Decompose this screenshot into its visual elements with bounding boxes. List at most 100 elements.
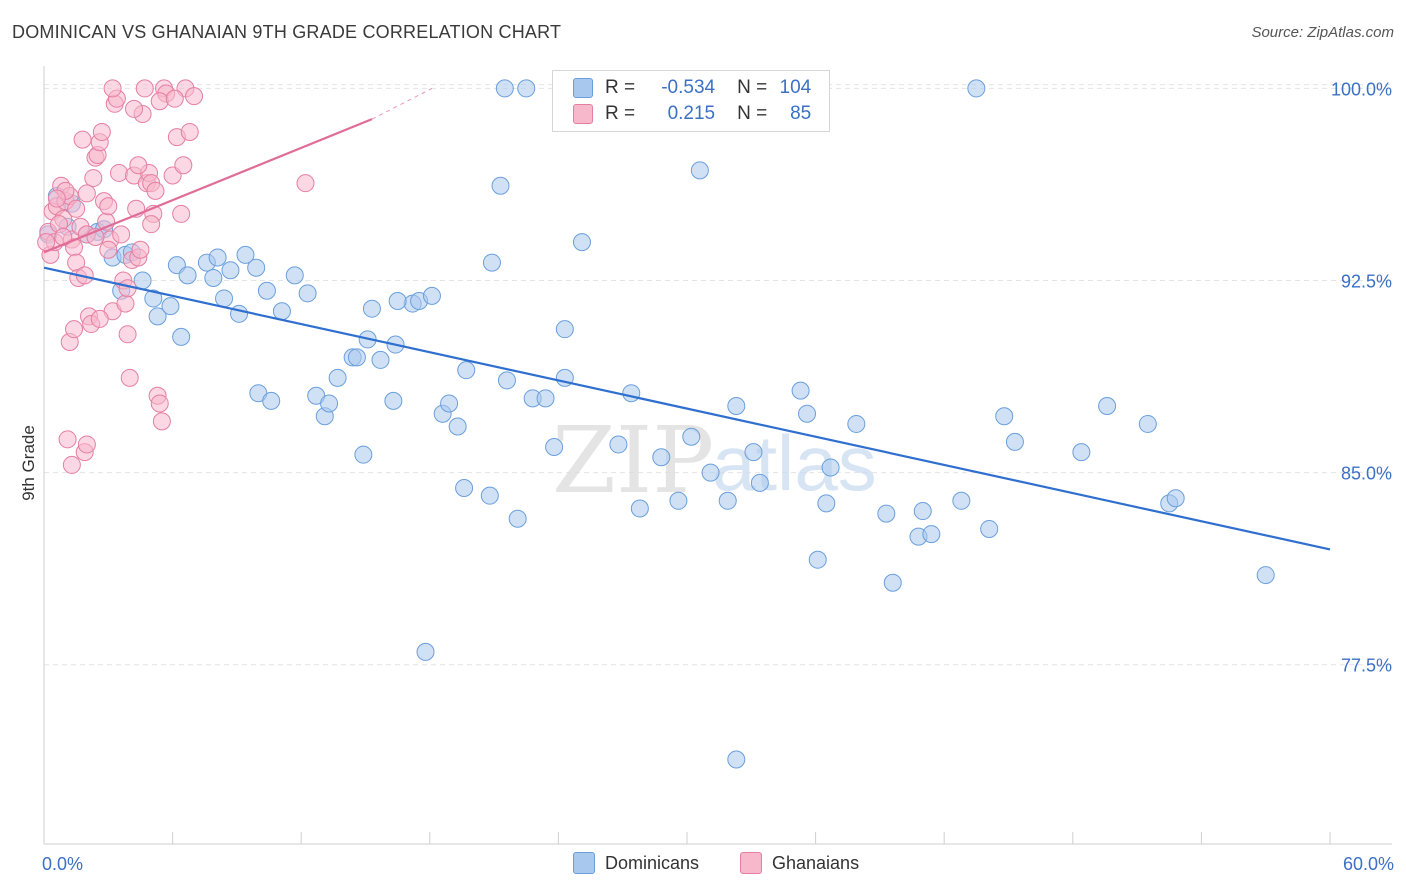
data-point-dominicans — [536, 389, 555, 408]
legend-n-label: N = — [737, 77, 768, 98]
data-point-dominicans — [572, 233, 591, 252]
data-point-ghanaians — [142, 215, 161, 234]
y-tick-label: 100.0% — [1331, 79, 1392, 99]
data-point-ghanaians — [112, 225, 131, 244]
chart-source: Source: ZipAtlas.com — [1251, 24, 1394, 41]
trend-extension-ghanaians — [371, 87, 433, 120]
data-point-ghanaians — [65, 320, 84, 339]
data-point-dominicans — [995, 407, 1014, 426]
data-point-ghanaians — [77, 435, 96, 454]
data-point-ghanaians — [172, 204, 191, 223]
data-point-dominicans — [652, 448, 671, 467]
data-point-dominicans — [967, 79, 986, 98]
data-point-dominicans — [817, 494, 836, 513]
data-point-ghanaians — [73, 130, 92, 149]
x-tick-label-min: 0.0% — [42, 854, 83, 874]
data-point-dominicans — [1005, 432, 1024, 451]
data-point-dominicans — [384, 391, 403, 410]
data-point-ghanaians — [180, 122, 199, 141]
data-point-dominicans — [798, 404, 817, 423]
data-point-dominicans — [178, 266, 197, 285]
data-point-ghanaians — [135, 79, 154, 98]
trend-line-dominicans — [43, 266, 1331, 551]
series-ghanaians-points — [37, 79, 315, 474]
data-point-ghanaians — [131, 240, 150, 259]
data-point-dominicans — [133, 271, 152, 290]
legend-label-dominicans: Dominicans — [605, 852, 700, 873]
data-point-ghanaians — [146, 181, 165, 200]
data-point-ghanaians — [150, 394, 169, 413]
legend-item-dominicans: Dominicans — [573, 852, 699, 874]
data-point-dominicans — [952, 491, 971, 510]
trend-lines — [43, 87, 1331, 551]
data-point-dominicans — [980, 519, 999, 538]
data-point-ghanaians — [174, 156, 193, 175]
data-point-ghanaians — [296, 174, 315, 193]
data-point-dominicans — [362, 299, 381, 318]
y-tick-label: 85.0% — [1341, 464, 1392, 484]
data-point-dominicans — [416, 642, 435, 661]
legend-r-value: 0.215 — [667, 103, 716, 124]
data-point-dominicans — [727, 397, 746, 416]
data-point-dominicans — [545, 438, 564, 456]
data-point-dominicans — [230, 304, 249, 323]
data-point-dominicans — [791, 381, 810, 400]
data-point-dominicans — [750, 473, 769, 492]
data-point-dominicans — [455, 478, 474, 497]
data-point-dominicans — [1098, 397, 1117, 416]
data-point-ghanaians — [47, 189, 66, 208]
data-point-ghanaians — [125, 99, 144, 118]
data-point-dominicans — [1138, 414, 1157, 433]
data-point-ghanaians — [129, 156, 148, 175]
data-point-dominicans — [457, 361, 476, 380]
tick-labels: 100.0% 92.5% 85.0% 77.5% 0.0% 60.0% — [42, 79, 1394, 874]
legend-label-ghanaians: Ghanaians — [772, 852, 860, 873]
data-point-dominicans — [701, 463, 720, 482]
legend-swatch-ghanaians — [740, 852, 762, 874]
data-point-dominicans — [922, 525, 941, 544]
data-point-dominicans — [221, 261, 240, 280]
data-point-dominicans — [555, 320, 574, 339]
data-point-dominicans — [285, 266, 304, 285]
data-point-dominicans — [497, 371, 516, 390]
data-point-ghanaians — [152, 412, 171, 431]
data-point-dominicans — [440, 394, 459, 413]
data-point-ghanaians — [58, 430, 77, 449]
data-point-dominicans — [622, 384, 641, 403]
legend-swatch-dominicans — [573, 852, 595, 874]
y-tick-label: 92.5% — [1341, 272, 1392, 292]
data-point-dominicans — [328, 368, 347, 387]
data-point-ghanaians — [120, 368, 139, 387]
data-point-dominicans — [491, 176, 510, 195]
legend-n-value: 104 — [779, 77, 812, 98]
data-point-dominicans — [630, 499, 649, 518]
data-point-dominicans — [371, 350, 390, 369]
legend-r-label: R = — [605, 77, 636, 98]
correlation-legend: R = -0.534 N = 104 R = 0.215 N = 85 — [552, 70, 830, 132]
data-point-ghanaians — [90, 309, 109, 328]
data-point-dominicans — [422, 286, 441, 305]
data-point-dominicans — [517, 79, 536, 98]
data-point-dominicans — [144, 289, 163, 308]
data-point-dominicans — [495, 79, 514, 98]
data-point-dominicans — [148, 307, 167, 326]
chart-title: DOMINICAN VS GHANAIAN 9TH GRADE CORRELAT… — [12, 22, 562, 42]
legend-swatch-dominicans — [573, 78, 593, 98]
data-point-dominicans — [1072, 443, 1091, 462]
data-point-ghanaians — [116, 294, 135, 313]
data-point-dominicans — [236, 245, 255, 264]
data-point-dominicans — [161, 297, 180, 316]
watermark-zip: ZIP — [552, 407, 714, 514]
data-point-dominicans — [298, 284, 317, 303]
data-point-ghanaians — [62, 455, 81, 474]
data-point-ghanaians — [185, 87, 204, 106]
data-point-ghanaians — [67, 199, 86, 218]
data-point-dominicans — [821, 458, 840, 477]
data-point-dominicans — [744, 443, 763, 462]
legend-n-label: N = — [737, 103, 768, 124]
data-point-dominicans — [448, 417, 467, 436]
x-tick-label-max: 60.0% — [1343, 854, 1394, 874]
data-point-ghanaians — [110, 163, 129, 182]
legend-item-ghanaians: Ghanaians — [740, 852, 859, 874]
